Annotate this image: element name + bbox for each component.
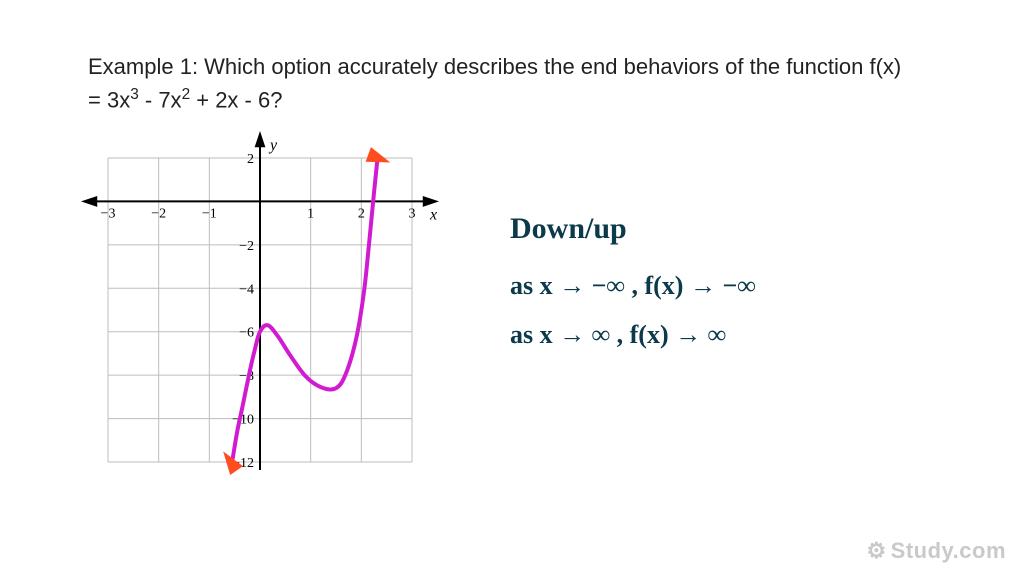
gear-icon: ⚙: [866, 538, 886, 563]
watermark: ⚙Study.com: [866, 538, 1006, 564]
svg-text:3: 3: [409, 206, 416, 221]
svg-text:2: 2: [247, 152, 254, 167]
fn-exp2: 2: [182, 86, 191, 103]
watermark-text: Study.com: [891, 538, 1006, 563]
svg-text:y: y: [268, 137, 278, 154]
svg-text:1: 1: [307, 206, 314, 221]
function-graph: −3−2−11232−2−4−6−8−10−12xy: [80, 130, 440, 490]
svg-text:−1: −1: [202, 206, 217, 221]
question-body: Which option accurately describes the en…: [204, 54, 869, 79]
svg-text:−10: −10: [232, 413, 254, 428]
svg-text:−6: −6: [239, 326, 254, 341]
fn-exp1: 3: [130, 86, 139, 103]
svg-text:2: 2: [358, 206, 365, 221]
annotation-heading: Down/up: [510, 200, 756, 257]
svg-text:−2: −2: [239, 239, 254, 254]
question-text: Example 1: Which option accurately descr…: [88, 50, 918, 116]
svg-text:x: x: [429, 206, 437, 223]
svg-text:−3: −3: [101, 206, 116, 221]
question-prefix: Example 1:: [88, 54, 204, 79]
svg-text:−4: −4: [239, 282, 254, 297]
annotation-line-2: as x → ∞ , f(x) → ∞: [510, 310, 756, 359]
annotation-line-1: as x → −∞ , f(x) → −∞: [510, 261, 756, 310]
svg-text:−2: −2: [151, 206, 166, 221]
handwritten-annotations: Down/up as x → −∞ , f(x) → −∞ as x → ∞ ,…: [510, 200, 756, 360]
fn-tail: + 2x - 6?: [190, 87, 282, 112]
chart-container: −3−2−11232−2−4−6−8−10−12xy: [80, 130, 440, 495]
fn-mid1: - 7x: [139, 87, 182, 112]
